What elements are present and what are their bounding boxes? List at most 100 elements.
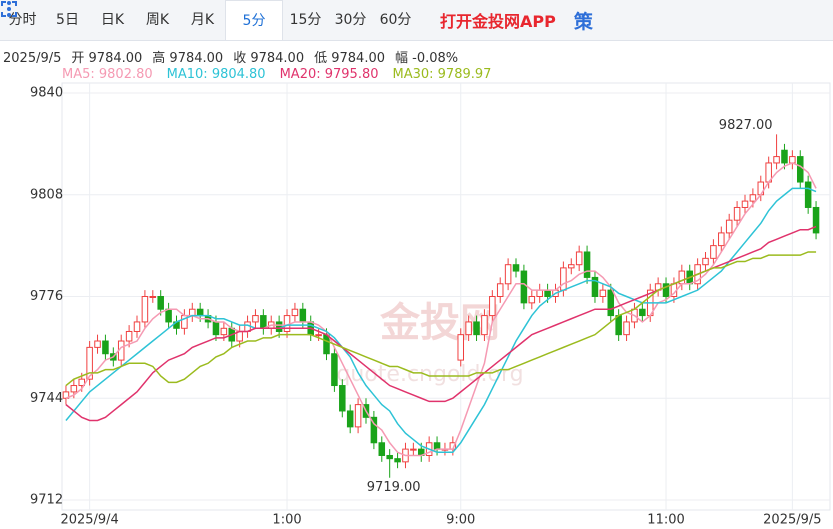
tab[interactable]: 周K: [145, 12, 170, 28]
candle-body: [504, 264, 512, 285]
candle-body: [299, 308, 307, 323]
candle-body: [291, 308, 299, 317]
min-label: 9719.00: [367, 480, 421, 495]
candle-body: [496, 283, 504, 297]
candle-body: [481, 315, 488, 336]
candle-body: [433, 442, 441, 450]
tab[interactable]: 15分: [289, 12, 322, 28]
candle-body: [275, 321, 283, 332]
candle-body: [315, 334, 322, 337]
tab[interactable]: 30分: [334, 12, 367, 28]
candle-body: [346, 410, 354, 428]
info-date: 2025/9/5: [3, 51, 62, 66]
info-item: 开 9784.00: [71, 51, 143, 66]
candle-body: [568, 264, 575, 269]
y-tick-label: 9808: [30, 187, 63, 202]
candle-body: [78, 378, 86, 387]
candle-body: [125, 330, 133, 342]
candle-body: [457, 334, 465, 361]
candle-body: [370, 416, 378, 444]
candle-body: [615, 315, 622, 336]
candle-body: [473, 321, 480, 336]
tab[interactable]: 月K: [190, 12, 215, 28]
tab[interactable]: 60分: [379, 12, 412, 28]
candle-body: [465, 321, 472, 336]
candle-body: [86, 346, 93, 380]
candle-body: [141, 296, 149, 323]
candle-body: [512, 264, 520, 272]
candle-body: [331, 353, 338, 387]
candle-body: [157, 296, 164, 310]
info-item: 幅 -0.08%: [395, 51, 459, 66]
candle-body: [733, 206, 741, 221]
candle-body: [489, 296, 496, 317]
candle-body: [323, 334, 330, 355]
info-item: 低 9784.00: [314, 51, 386, 66]
y-tick-label: 9744: [30, 391, 63, 406]
candle-body: [283, 315, 291, 332]
legend-entry: MA20: 9795.80: [279, 67, 379, 82]
y-tick-label: 9776: [30, 289, 63, 304]
candle-body: [591, 276, 599, 297]
candle-body: [741, 200, 749, 208]
y-tick-label: 9712: [30, 493, 63, 508]
x-tick-label: 1:00: [272, 513, 301, 528]
legend-entry: MA10: 9804.80: [166, 67, 266, 82]
legend-entry: MA5: 9802.80: [62, 67, 153, 82]
candle-body: [583, 251, 591, 278]
candle-body: [575, 251, 583, 266]
tab[interactable]: 5分: [225, 0, 283, 40]
tab-bar: 分时 5日 日K 周K 月K 5分 15分 30分 60分 打开金投网APP 策: [0, 0, 833, 41]
candle-body: [725, 219, 733, 234]
candle-body: [196, 308, 204, 317]
candle-body: [599, 289, 607, 297]
brand-link[interactable]: 打开金投网APP: [440, 12, 556, 31]
candle-body: [528, 296, 536, 304]
candle-body: [804, 181, 812, 208]
candle-body: [410, 448, 417, 451]
candle-body: [623, 321, 630, 336]
candle-info: 2025/9/5 开 9784.00 高 9784.00 收 9784.00 低 978…: [3, 47, 468, 66]
candle-body: [544, 289, 551, 297]
tab[interactable]: 日K: [100, 12, 125, 28]
info-item: 收 9784.00: [233, 51, 305, 66]
candle-body: [536, 289, 543, 297]
candle-body: [639, 308, 646, 317]
candle-body: [560, 267, 567, 291]
candle-body: [252, 315, 259, 323]
candle-body: [773, 156, 780, 164]
candle-body: [354, 404, 362, 428]
info-item: 高 9784.00: [152, 51, 224, 66]
legend-entry: MA30: 9789.97: [392, 67, 492, 82]
ma-line: [65, 251, 817, 387]
candle-body: [378, 442, 386, 456]
candle-body: [607, 289, 615, 317]
x-tick-label: 2025/9/4: [60, 513, 118, 528]
candle-body: [133, 321, 141, 332]
candle-body: [710, 245, 717, 259]
candle-body: [789, 156, 796, 164]
strategy-icon[interactable]: 策: [573, 10, 593, 33]
x-tick-label: 9:00: [446, 513, 475, 528]
candle-body: [212, 321, 220, 336]
candle-body: [781, 149, 788, 164]
candle-body: [339, 385, 346, 412]
ma-line: [65, 187, 817, 454]
watermark: 金投网: [379, 300, 500, 346]
candle-body: [718, 232, 725, 247]
candle-body: [102, 340, 109, 355]
candle-body: [70, 385, 78, 393]
candle-body: [260, 315, 267, 329]
candle-body: [662, 283, 670, 297]
candle-body: [796, 156, 804, 183]
candle-body: [394, 458, 401, 463]
tab[interactable]: 5日: [56, 12, 79, 28]
x-tick-label: 11:00: [647, 513, 684, 528]
candle-body: [702, 257, 709, 266]
candle-body: [749, 194, 757, 202]
candle-body: [189, 308, 196, 317]
candle-body: [520, 270, 528, 304]
candle-body: [149, 296, 157, 298]
